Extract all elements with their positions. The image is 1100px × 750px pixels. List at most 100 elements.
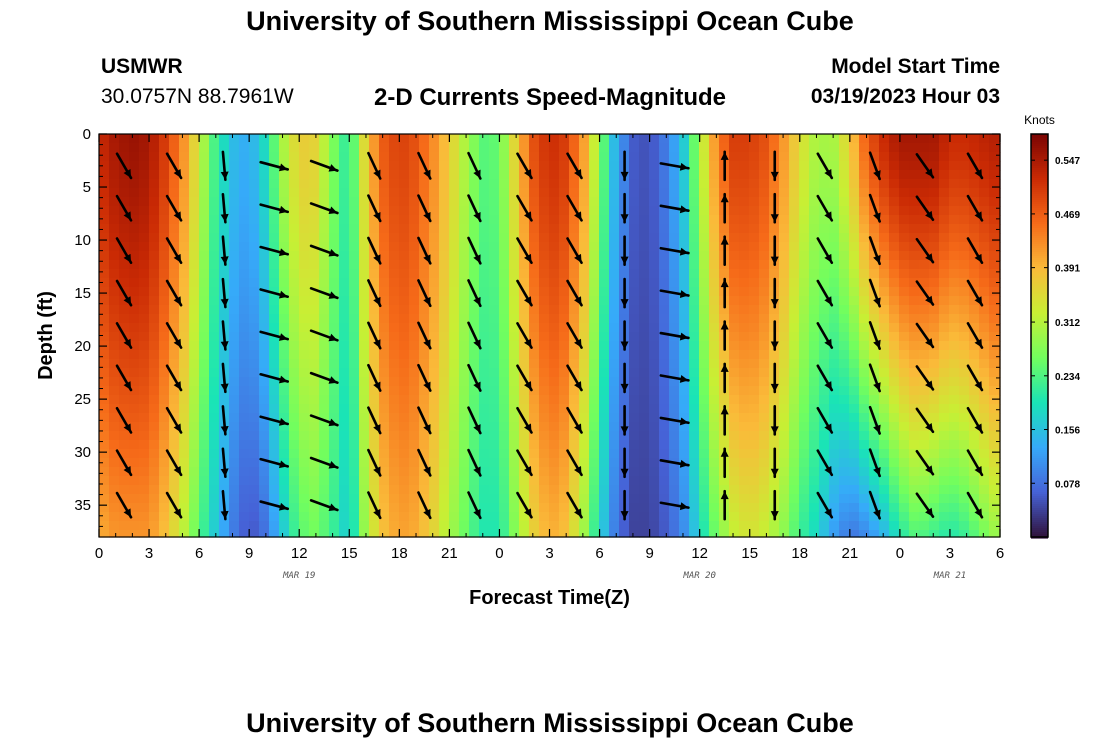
heatmap-cell: [549, 512, 560, 522]
heatmap-cell: [389, 494, 400, 504]
heatmap-cell: [429, 530, 440, 538]
heatmap-cell: [299, 296, 310, 306]
current-arrow: [566, 194, 583, 222]
heatmap-cell: [479, 377, 490, 387]
heatmap-cell: [439, 323, 450, 333]
heatmap-cell: [389, 143, 400, 153]
heatmap-cell: [639, 485, 650, 495]
heatmap-cell: [489, 476, 500, 486]
colorbar-segment: [1031, 396, 1048, 399]
heatmap-cell: [459, 341, 470, 351]
heatmap-cell: [439, 422, 450, 432]
heatmap-cell: [989, 521, 1000, 531]
heatmap-cell: [379, 170, 390, 180]
heatmap-cell: [259, 431, 270, 441]
heatmap-cell: [829, 314, 840, 324]
current-arrow: [566, 449, 583, 477]
heatmap-cell: [539, 449, 550, 459]
heatmap-cell: [819, 251, 830, 261]
heatmap-cell: [129, 494, 140, 504]
heatmap-cell: [929, 305, 940, 315]
heatmap-cell: [789, 170, 800, 180]
heatmap-cell: [939, 476, 950, 486]
heatmap-cell: [869, 377, 880, 387]
heatmap-cell: [509, 188, 520, 198]
heatmap-cell: [449, 386, 460, 396]
heatmap-cell: [239, 224, 250, 234]
heatmap-cell: [659, 269, 670, 279]
heatmap-cell: [279, 269, 290, 279]
heatmap-cell: [639, 377, 650, 387]
heatmap-cell: [809, 503, 820, 513]
heatmap-cell: [319, 341, 330, 351]
heatmap-cell: [709, 467, 720, 477]
heatmap-cell: [139, 197, 150, 207]
heatmap-cell: [299, 269, 310, 279]
heatmap-cell: [529, 170, 540, 180]
heatmap-cell: [309, 260, 320, 270]
heatmap-cell: [849, 413, 860, 423]
heatmap-cell: [959, 476, 970, 486]
heatmap-cell: [639, 386, 650, 396]
heatmap-cell: [499, 323, 510, 333]
heatmap-cell: [249, 152, 260, 162]
heatmap-cell: [119, 170, 130, 180]
current-arrow: [770, 150, 779, 182]
heatmap-cell: [589, 170, 600, 180]
heatmap-cell: [469, 341, 480, 351]
heatmap-cell: [799, 161, 810, 171]
heatmap-cell: [519, 476, 530, 486]
heatmap-cell: [729, 449, 740, 459]
heatmap-cell: [259, 251, 270, 261]
heatmap-cell: [539, 485, 550, 495]
colorbar-segment: [1031, 530, 1048, 533]
heatmap-cell: [429, 134, 440, 144]
heatmap-cell: [569, 422, 580, 432]
heatmap-cell: [579, 449, 590, 459]
heatmap-cell: [389, 224, 400, 234]
heatmap-cell: [319, 404, 330, 414]
heatmap-cell: [589, 341, 600, 351]
heatmap-cell: [889, 287, 900, 297]
heatmap-cell: [199, 251, 210, 261]
heatmap-cell: [399, 467, 410, 477]
heatmap-cell: [179, 395, 190, 405]
heatmap-cell: [539, 530, 550, 538]
heatmap-cell: [499, 395, 510, 405]
heatmap-cell: [709, 134, 720, 144]
heatmap-cell: [649, 269, 660, 279]
heatmap-cell: [129, 458, 140, 468]
heatmap-cell: [609, 161, 620, 171]
colorbar-segment: [1031, 436, 1048, 439]
heatmap-cell: [699, 530, 710, 538]
heatmap-cell: [99, 503, 110, 513]
heatmap-cell: [329, 521, 340, 531]
heatmap-cell: [649, 449, 660, 459]
heatmap-cell: [329, 494, 340, 504]
colorbar-segment: [1031, 200, 1048, 203]
heatmap-cell: [749, 467, 760, 477]
heatmap-cell: [739, 296, 750, 306]
heatmap-cell: [929, 215, 940, 225]
heatmap-cell: [589, 530, 600, 538]
heatmap-cell: [549, 305, 560, 315]
heatmap-cell: [119, 404, 130, 414]
heatmap-cell: [669, 503, 680, 513]
heatmap-cell: [959, 368, 970, 378]
heatmap-cell: [849, 440, 860, 450]
heatmap-cell: [159, 431, 170, 441]
heatmap-cell: [909, 332, 920, 342]
heatmap-cell: [559, 521, 570, 531]
heatmap-cell: [269, 440, 280, 450]
heatmap-cell: [899, 143, 910, 153]
heatmap-cell: [759, 242, 770, 252]
heatmap-cell: [429, 512, 440, 522]
heatmap-cell: [839, 134, 850, 144]
current-arrow: [770, 235, 779, 266]
heatmap-cell: [949, 494, 960, 504]
heatmap-cell: [579, 224, 590, 234]
heatmap-cell: [779, 350, 790, 360]
heatmap-cell: [949, 224, 960, 234]
heatmap-cell: [759, 413, 770, 423]
current-arrow: [720, 277, 729, 309]
